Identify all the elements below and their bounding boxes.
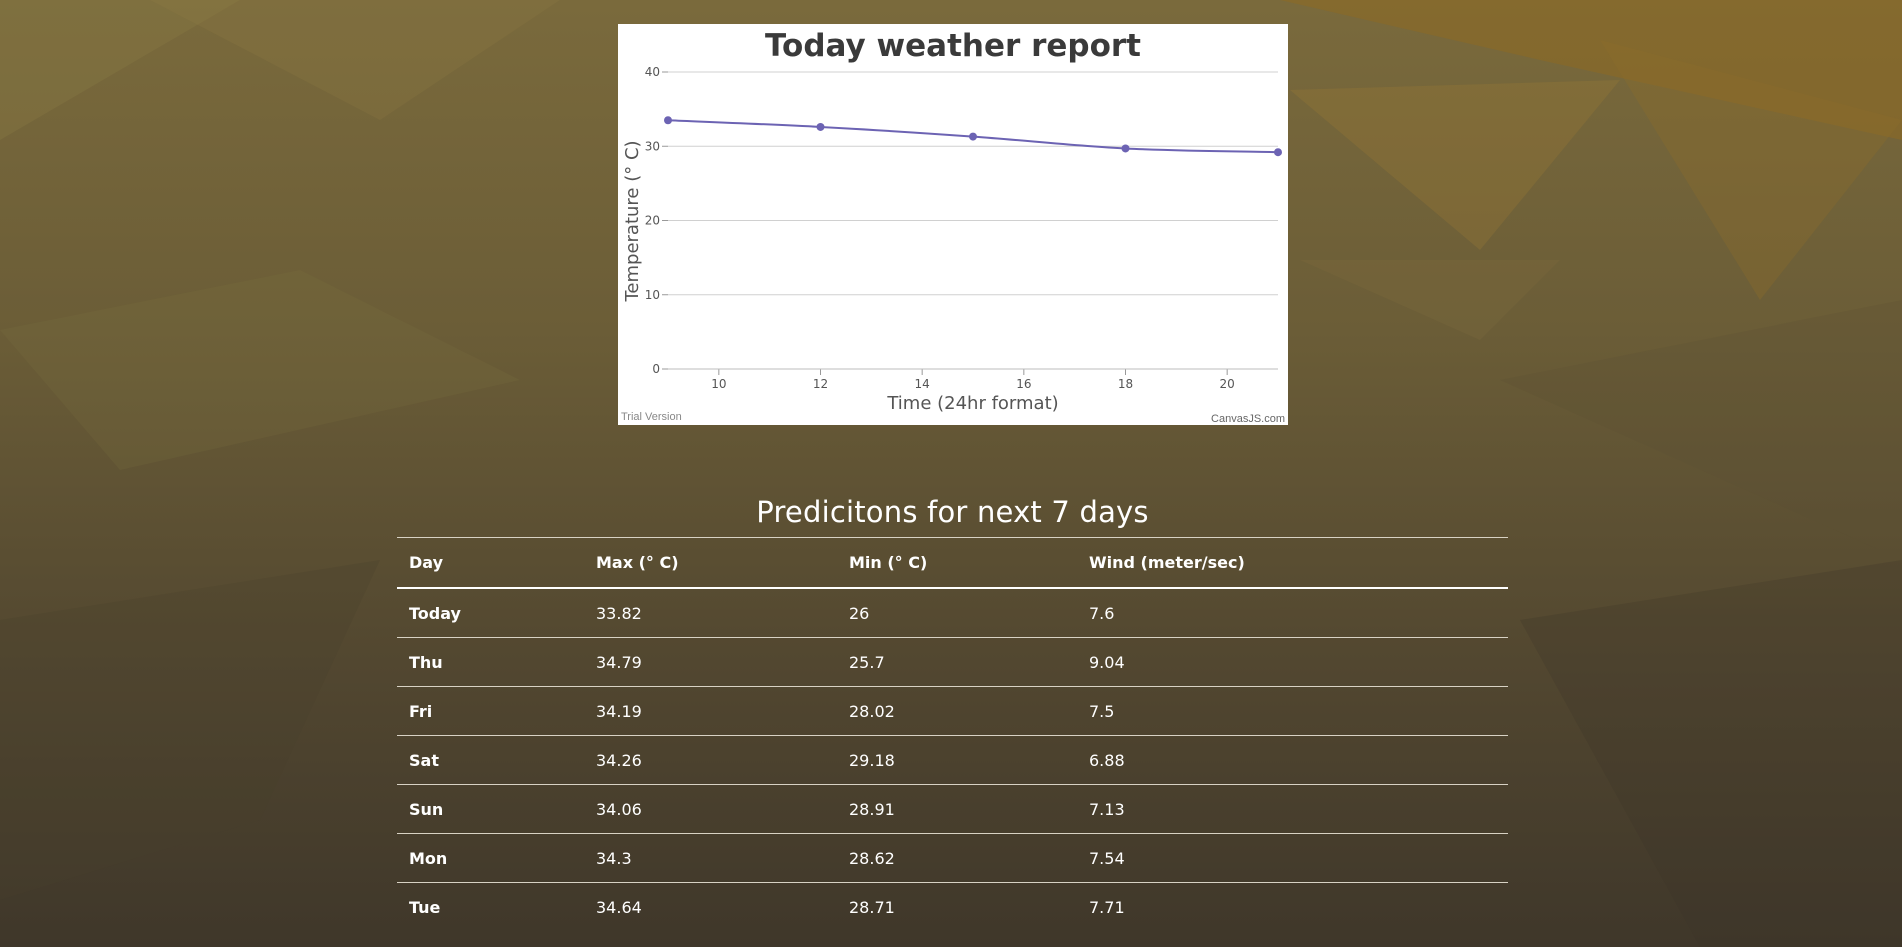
table-row: Thu 34.79 25.7 9.04 xyxy=(397,637,1508,687)
x-tick-label: 18 xyxy=(1118,377,1133,391)
cell-wind: 7.6 xyxy=(1077,588,1508,638)
column-header-wind: Wind (meter/sec) xyxy=(1077,537,1508,589)
cell-max: 34.19 xyxy=(584,686,837,736)
cell-wind: 6.88 xyxy=(1077,735,1508,785)
cell-max: 34.06 xyxy=(584,784,837,834)
cell-day: Tue xyxy=(409,897,441,917)
cell-wind: 7.13 xyxy=(1077,784,1508,834)
x-tick-label: 10 xyxy=(711,377,726,391)
data-point[interactable] xyxy=(1121,144,1130,153)
data-point[interactable] xyxy=(969,132,977,141)
cell-day: Sun xyxy=(397,784,584,834)
table-row: Fri 34.19 28.02 7.5 xyxy=(397,686,1508,736)
y-tick-label: 10 xyxy=(645,288,660,302)
cell-wind: 7.71 xyxy=(1089,897,1125,917)
table-row: Tue 34.64 28.71 7.71 xyxy=(397,883,1508,932)
column-header-day: Day xyxy=(397,537,584,589)
cell-min: 28.62 xyxy=(837,833,1077,883)
table-row: Mon 34.3 28.62 7.54 xyxy=(397,833,1508,883)
temperature-points xyxy=(664,116,1282,157)
table-row: Sat 34.26 29.18 6.88 xyxy=(397,735,1508,785)
forecast-table: Day Max (° C) Min (° C) Wind (meter/sec)… xyxy=(397,537,1508,931)
canvasjs-credit-link[interactable]: CanvasJS.com xyxy=(1211,413,1285,425)
x-axis-ticks: 10 12 14 16 18 20 xyxy=(711,369,1235,391)
y-axis-label: Temperature (° C) xyxy=(622,140,643,302)
x-axis-label: Time (24hr format) xyxy=(886,393,1058,414)
cell-wind: 7.54 xyxy=(1077,833,1508,883)
chart-gridlines xyxy=(668,71,1278,296)
cell-day: Sat xyxy=(397,735,584,785)
y-tick-label: 0 xyxy=(652,362,660,376)
table-header-row: Day Max (° C) Min (° C) Wind (meter/sec) xyxy=(397,537,1508,589)
cell-day: Today xyxy=(397,588,584,638)
cell-min: 28.91 xyxy=(837,784,1077,834)
chart-title: Today weather report xyxy=(765,28,1141,64)
y-tick-label: 30 xyxy=(645,139,660,153)
cell-max: 34.26 xyxy=(584,735,837,785)
table-row: Today 33.82 26 7.6 xyxy=(397,588,1508,638)
cell-min: 26 xyxy=(837,588,1077,638)
cell-day: Thu xyxy=(397,637,584,687)
data-point[interactable] xyxy=(816,122,825,131)
cell-max: 34.64 xyxy=(596,897,642,917)
column-header-max: Max (° C) xyxy=(584,537,837,589)
weather-chart-card: Today weather report 0 10 20 30 40 10 12 14 16 1… xyxy=(618,24,1288,425)
cell-max: 34.3 xyxy=(584,833,837,883)
cell-min: 28.71 xyxy=(849,897,895,917)
x-tick-label: 20 xyxy=(1220,377,1235,391)
cell-wind: 7.5 xyxy=(1077,686,1508,736)
cell-max: 33.82 xyxy=(584,588,837,638)
table-row: Sun 34.06 28.91 7.13 xyxy=(397,784,1508,834)
y-axis-ticks: 0 10 20 30 40 xyxy=(645,65,668,376)
data-point[interactable] xyxy=(1274,148,1282,157)
forecast-title: Predicitons for next 7 days xyxy=(756,495,1149,529)
cell-min: 28.02 xyxy=(837,686,1077,736)
trial-version-label: Trial Version xyxy=(621,411,682,423)
cell-min: 25.7 xyxy=(837,637,1077,687)
cell-day: Fri xyxy=(397,686,584,736)
cell-wind: 9.04 xyxy=(1077,637,1508,687)
x-tick-label: 14 xyxy=(915,377,930,391)
cell-min: 29.18 xyxy=(837,735,1077,785)
x-tick-label: 12 xyxy=(813,377,828,391)
cell-max: 34.79 xyxy=(584,637,837,687)
x-tick-label: 16 xyxy=(1016,377,1031,391)
y-tick-label: 40 xyxy=(645,65,660,79)
column-header-min: Min (° C) xyxy=(837,537,1077,589)
y-tick-label: 20 xyxy=(645,214,660,228)
forecast-section: Predicitons for next 7 days Day Max (° C… xyxy=(397,487,1508,931)
data-point[interactable] xyxy=(664,116,672,125)
cell-day: Mon xyxy=(397,833,584,883)
